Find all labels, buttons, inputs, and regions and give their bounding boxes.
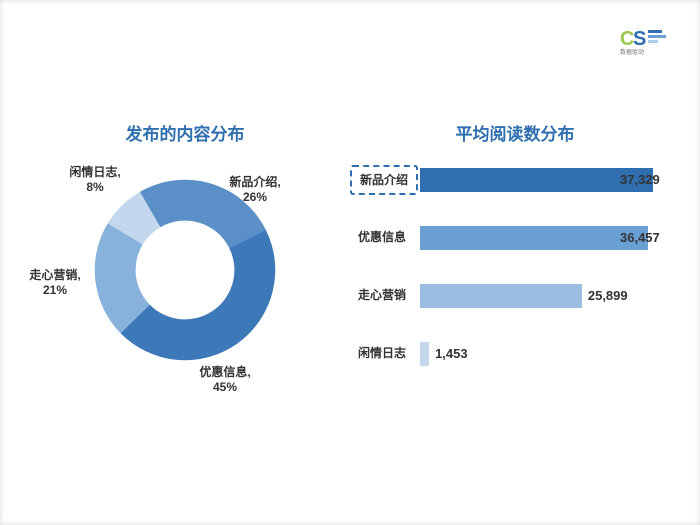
bar-row-2: 走心营销 25,899	[350, 281, 670, 311]
donut-slice-1	[121, 230, 276, 360]
bar-category-label: 闲情日志	[350, 339, 414, 367]
bar-rect	[420, 284, 582, 308]
bar-rect	[420, 342, 429, 366]
bar-rect	[420, 168, 653, 192]
bar-row-1: 优惠信息 36,457	[350, 223, 670, 253]
donut-label-name: 新品介绍,	[229, 175, 280, 189]
donut-label-name: 闲情日志,	[69, 165, 120, 179]
bar-category-label: 走心营销	[350, 281, 414, 309]
bar-value-label: 37,329	[620, 165, 660, 195]
bar-row-3: 闲情日志 1,453	[350, 339, 670, 369]
bar-category-label: 优惠信息	[350, 223, 414, 251]
donut-label-pct: 45%	[213, 380, 237, 394]
bar-value-label: 36,457	[620, 223, 660, 253]
donut-label-3: 闲情日志,8%	[60, 165, 130, 195]
bar-chart: 新品介绍 37,329 优惠信息 36,457 走心营销 25,899 闲情日志 1,453	[350, 165, 670, 397]
donut-chart-title: 发布的内容分布	[60, 120, 310, 145]
donut-label-name: 优惠信息,	[199, 365, 250, 379]
donut-label-pct: 21%	[43, 283, 67, 297]
bar-value-label: 1,453	[435, 339, 468, 369]
logo-letter-s: S	[633, 28, 646, 50]
bar-chart-title: 平均阅读数分布	[390, 120, 640, 145]
donut-label-0: 新品介绍,26%	[220, 175, 290, 205]
bar-value-label: 25,899	[588, 281, 628, 311]
charts-container: 发布的内容分布 新品介绍,26%优惠信息,45%走心营销,21%闲情日志,8% …	[0, 110, 700, 490]
donut-label-2: 走心营销,21%	[20, 268, 90, 298]
donut-label-name: 走心营销,	[29, 268, 80, 282]
logo-tagline: 数据驱动	[620, 48, 644, 55]
bar-row-0: 新品介绍 37,329	[350, 165, 670, 195]
bar-category-label: 新品介绍	[350, 165, 418, 195]
donut-label-pct: 26%	[243, 190, 267, 204]
brand-logo: C S 数据驱动	[620, 25, 670, 55]
donut-label-pct: 8%	[86, 180, 103, 194]
donut-label-1: 优惠信息,45%	[190, 365, 260, 395]
bar-rect	[420, 226, 648, 250]
